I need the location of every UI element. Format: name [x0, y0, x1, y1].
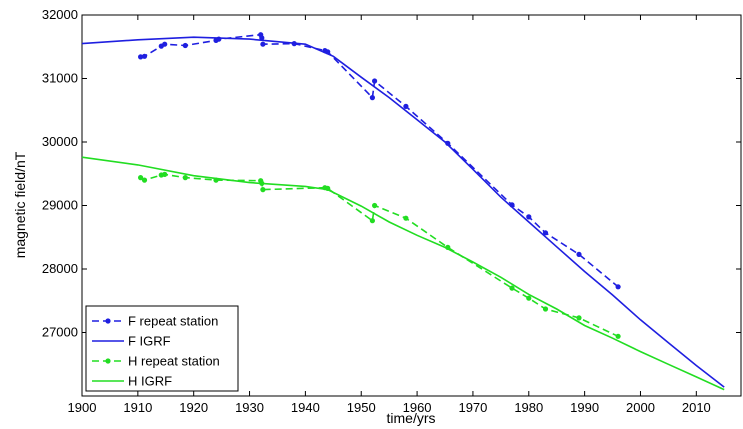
series-layer	[81, 32, 725, 391]
data-point	[445, 140, 451, 146]
legend: F repeat station F IGRF H repeat station H …	[85, 305, 239, 392]
data-point	[369, 218, 375, 224]
legend-swatch-marker	[105, 318, 111, 324]
y-tick-label: 31000	[42, 71, 78, 86]
data-point	[526, 214, 532, 220]
legend-label: F repeat station	[128, 314, 218, 329]
data-point	[141, 53, 148, 59]
x-tick-label: 1910	[123, 400, 152, 415]
x-tick-label: 1940	[291, 400, 320, 415]
data-point	[138, 175, 144, 181]
data-point	[369, 95, 375, 101]
data-point	[260, 41, 266, 47]
data-point	[542, 306, 549, 312]
data-point	[576, 251, 582, 257]
data-point	[138, 54, 144, 60]
data-point	[615, 333, 621, 339]
y-tick-label: 29000	[42, 198, 78, 213]
x-tick-label: 1920	[179, 400, 208, 415]
data-point	[260, 187, 266, 193]
x-tick-label: 2000	[626, 400, 655, 415]
data-point	[372, 202, 378, 209]
data-point	[182, 42, 188, 49]
series-line-h-repeat-station	[140, 173, 619, 338]
y-axis-title: magnetic field/nT	[12, 151, 28, 258]
legend-label: H IGRF	[128, 374, 172, 389]
x-tick-label: 1980	[514, 400, 543, 415]
x-tick-label: 1930	[235, 400, 264, 415]
data-point	[162, 41, 168, 47]
axis-layer: 1900 1910 1920 1930 1940 1950 1960 1970 1980 1990…	[42, 7, 741, 415]
x-tick-label: 1960	[403, 400, 432, 415]
legend-swatch-marker	[105, 358, 111, 364]
data-point	[542, 230, 549, 236]
y-tick-label: 28000	[42, 261, 78, 276]
x-tick-label: 2010	[682, 400, 711, 415]
x-tick-label: 1990	[570, 400, 599, 415]
legend-box	[85, 305, 239, 392]
data-point	[162, 171, 168, 177]
x-tick-label: 1900	[68, 400, 97, 415]
y-tick-label: 30000	[42, 134, 78, 149]
data-point	[615, 284, 621, 290]
data-point	[576, 315, 582, 321]
x-tick-label: 1950	[347, 400, 376, 415]
data-point	[182, 175, 188, 181]
series-line-h-igrf	[81, 156, 725, 391]
x-tick-label: 1970	[458, 400, 487, 415]
y-tick-label: 27000	[42, 325, 78, 340]
data-point	[372, 78, 378, 84]
x-axis-title: time/yrs	[387, 410, 436, 426]
data-point	[403, 215, 409, 221]
legend-label: F IGRF	[128, 334, 171, 349]
data-point	[259, 35, 265, 41]
data-point	[403, 103, 409, 109]
y-tick-label: 32000	[42, 7, 78, 22]
data-point	[141, 177, 148, 183]
series-line-f-repeat-station	[140, 33, 619, 288]
legend-label: H repeat station	[128, 354, 220, 369]
series-line-f-igrf	[81, 36, 725, 388]
data-point	[509, 285, 515, 291]
data-point	[526, 295, 532, 301]
